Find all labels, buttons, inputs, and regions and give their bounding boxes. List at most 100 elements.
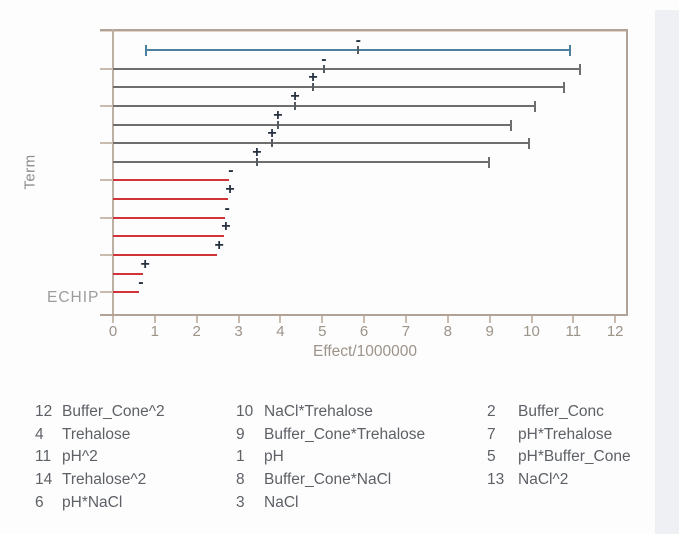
y-axis-tick bbox=[100, 67, 113, 70]
plot-frame-right bbox=[626, 29, 628, 316]
effect-sign: + bbox=[252, 143, 262, 161]
window-edge-band bbox=[655, 10, 679, 534]
ci-end-cap bbox=[569, 45, 572, 56]
legend-term-label: NaCl^2 bbox=[518, 471, 569, 489]
legend-term-label: pH*Trehalose bbox=[518, 425, 613, 443]
y-axis-tick bbox=[100, 142, 113, 145]
x-axis-line bbox=[100, 314, 628, 316]
effect-sign: + bbox=[221, 218, 231, 236]
effect-sign: - bbox=[228, 162, 234, 180]
legend-entry: 3 NaCl bbox=[236, 492, 425, 515]
legend-entry: 14 Trehalose^2 bbox=[35, 469, 165, 492]
legend-column: 12 Buffer_Cone^2 4 Trehalose 11 pH^2 14 Trehalo… bbox=[35, 401, 165, 515]
effect-sign: + bbox=[225, 181, 235, 199]
legend-term-number: 10 bbox=[236, 403, 254, 420]
legend-term-number: 6 bbox=[35, 493, 44, 511]
effect-bar bbox=[113, 67, 581, 70]
legend-entry: 13 NaCl^2 bbox=[487, 469, 631, 492]
legend-term-number: 1 bbox=[236, 448, 245, 466]
ci-end-cap bbox=[579, 63, 582, 75]
x-axis-tick bbox=[488, 316, 491, 323]
effect-bar bbox=[113, 235, 224, 238]
ci-end-cap bbox=[488, 156, 491, 168]
legend-term-label: pH*Buffer_Cone bbox=[518, 448, 631, 466]
effect-sign: + bbox=[273, 106, 283, 124]
x-axis-tick bbox=[237, 316, 240, 323]
x-axis-tick-label: 8 bbox=[443, 323, 452, 340]
x-axis-tick-label: 10 bbox=[523, 323, 540, 340]
ci-end-cap bbox=[534, 100, 537, 112]
legend-term-number: 2 bbox=[487, 403, 496, 420]
echip-watermark: ECHIP bbox=[47, 289, 100, 306]
y-axis-tick bbox=[100, 253, 113, 256]
x-axis-tick bbox=[112, 316, 114, 323]
y-axis-line bbox=[112, 29, 114, 316]
legend-term-number: 9 bbox=[236, 425, 245, 443]
legend-term-number: 13 bbox=[487, 471, 505, 489]
legend-term-number: 4 bbox=[35, 425, 44, 443]
y-axis-tick bbox=[100, 291, 113, 294]
effect-sign: + bbox=[308, 69, 318, 87]
legend-entry: 7 pH*Trehalose bbox=[487, 424, 631, 447]
x-axis-tick bbox=[363, 316, 366, 323]
y-axis-tick bbox=[100, 104, 113, 107]
x-axis-tick-label: 1 bbox=[150, 323, 160, 340]
effect-value-tick bbox=[271, 139, 274, 148]
x-axis-tick-label: 0 bbox=[108, 323, 118, 340]
effect-bar bbox=[113, 142, 529, 145]
x-axis-tick-label: 12 bbox=[606, 323, 624, 340]
effect-value-tick bbox=[322, 64, 325, 73]
legend-term-label: Trehalose^2 bbox=[62, 471, 147, 489]
legend-term-label: Buffer_Cone*Trehalose bbox=[264, 425, 426, 443]
legend-entry: 4 Trehalose bbox=[35, 424, 165, 447]
x-axis-tick bbox=[404, 316, 407, 323]
legend-entry: 9 Buffer_Cone*Trehalose bbox=[236, 424, 425, 447]
effect-sign: - bbox=[321, 50, 327, 68]
effect-sign: - bbox=[355, 32, 361, 49]
effect-bar bbox=[113, 198, 229, 201]
effect-bar bbox=[113, 86, 565, 89]
legend-entry: 10 NaCl*Trehalose bbox=[236, 401, 425, 424]
legend-term-number: 11 bbox=[35, 448, 52, 466]
ci-end-cap bbox=[563, 82, 566, 94]
effect-bar bbox=[113, 216, 226, 219]
y-axis-tick bbox=[100, 179, 113, 182]
x-axis-tick bbox=[279, 316, 282, 323]
x-axis-tick-label: 3 bbox=[234, 323, 243, 340]
effect-bar bbox=[113, 104, 536, 107]
legend-term-number: 14 bbox=[35, 471, 53, 489]
x-axis-tick bbox=[530, 316, 533, 323]
effect-sign: + bbox=[214, 236, 224, 254]
effect-sign: - bbox=[138, 274, 144, 292]
x-axis-tick bbox=[195, 316, 198, 323]
legend-column: 10 NaCl*Trehalose 9 Buffer_Cone*Trehalose 1 p… bbox=[236, 401, 425, 515]
x-axis-tick bbox=[572, 316, 575, 323]
legend-term-number: 8 bbox=[236, 471, 245, 489]
legend-term-label: pH bbox=[264, 448, 284, 466]
x-axis-tick-label: 4 bbox=[276, 323, 285, 340]
ci-start-cap bbox=[145, 45, 148, 56]
effect-sign: + bbox=[267, 125, 277, 143]
x-axis-tick-label: 7 bbox=[401, 323, 411, 340]
x-axis-tick bbox=[321, 316, 324, 323]
effect-value-tick bbox=[276, 120, 279, 129]
legend-term-number: 7 bbox=[487, 425, 496, 443]
legend-term-label: pH*NaCl bbox=[62, 493, 123, 511]
legend-entry: 5 pH*Buffer_Cone bbox=[487, 446, 631, 469]
effect-sign: + bbox=[140, 255, 150, 273]
legend-entry: 1 pH bbox=[236, 446, 425, 469]
legend-term-label: pH^2 bbox=[62, 448, 98, 466]
effect-bar bbox=[113, 179, 229, 182]
effect-value-tick bbox=[294, 101, 297, 110]
legend-entry: 6 pH*NaCl bbox=[35, 492, 165, 515]
effect-bar bbox=[113, 253, 218, 256]
plot-frame-top bbox=[100, 29, 628, 31]
effect-bar bbox=[113, 160, 490, 163]
legend-entry: 2 Buffer_Conc bbox=[487, 401, 631, 424]
legend-term-label: Buffer_Conc bbox=[518, 403, 604, 420]
effect-bar bbox=[113, 123, 511, 126]
x-axis-tick-label: 9 bbox=[485, 323, 494, 340]
x-axis-tick-label: 6 bbox=[359, 323, 369, 340]
x-axis-tick bbox=[446, 316, 449, 323]
